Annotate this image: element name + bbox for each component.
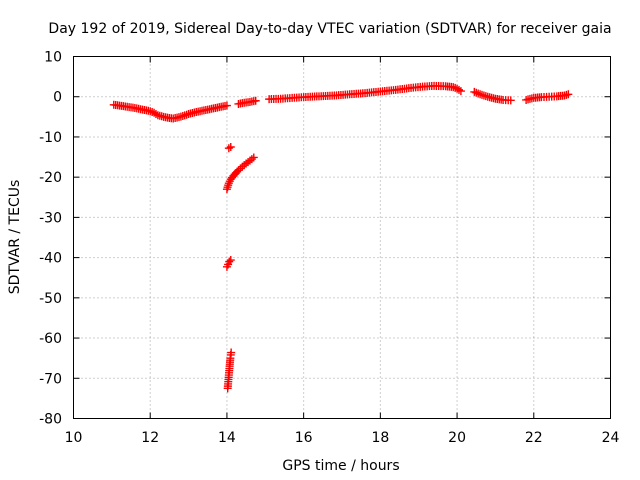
x-axis-label: GPS time / hours	[282, 458, 399, 474]
data-point	[227, 348, 236, 357]
data-point	[470, 87, 479, 96]
y-tick-label: -70	[39, 371, 62, 387]
y-tick-label: 0	[53, 90, 62, 106]
y-tick-label: -50	[39, 291, 62, 307]
data-point	[506, 96, 515, 105]
data-point	[151, 110, 160, 119]
y-tick-labels: 10 0 -10 -20 -30 -40 -50 -60 -70 -80	[39, 50, 62, 428]
data-point	[449, 83, 458, 92]
axis-ticks	[73, 56, 611, 419]
data-point	[224, 144, 233, 153]
data-point	[226, 143, 235, 151]
data-point	[146, 107, 155, 116]
data-point	[225, 257, 234, 266]
y-tick-label: -10	[39, 130, 62, 146]
y-tick-label: -80	[39, 412, 62, 428]
plot-frame	[73, 56, 611, 419]
data-point	[236, 164, 245, 173]
x-tick-label: 12	[141, 430, 159, 446]
x-tick-labels: 10 12 14 16 18 20 22 24	[65, 430, 620, 446]
y-tick-label: 10	[44, 50, 62, 66]
chart-title: Day 192 of 2019, Sidereal Day-to-day VTE…	[48, 21, 611, 37]
y-tick-label: -20	[39, 170, 62, 186]
x-tick-label: 22	[525, 430, 543, 446]
x-tick-label: 20	[448, 430, 466, 446]
data-point	[472, 88, 481, 97]
data-points	[109, 81, 573, 393]
data-point	[251, 96, 260, 105]
data-point	[249, 153, 258, 162]
data-point	[222, 101, 231, 110]
data-point	[234, 166, 243, 175]
x-tick-label: 18	[371, 430, 389, 446]
data-point	[247, 155, 256, 164]
x-tick-label: 16	[295, 430, 313, 446]
x-tick-label: 10	[65, 430, 83, 446]
y-tick-label: -60	[39, 331, 62, 347]
grid-lines	[73, 56, 611, 419]
x-tick-label: 14	[218, 430, 236, 446]
data-point	[454, 85, 463, 94]
data-point	[564, 90, 573, 99]
data-point	[474, 89, 483, 98]
x-tick-label: 24	[602, 430, 620, 446]
y-axis-label: SDTVAR / TECUs	[7, 180, 23, 295]
y-tick-label: -40	[39, 251, 62, 267]
data-point	[456, 87, 465, 96]
data-point	[226, 256, 235, 265]
y-tick-label: -30	[39, 210, 62, 226]
